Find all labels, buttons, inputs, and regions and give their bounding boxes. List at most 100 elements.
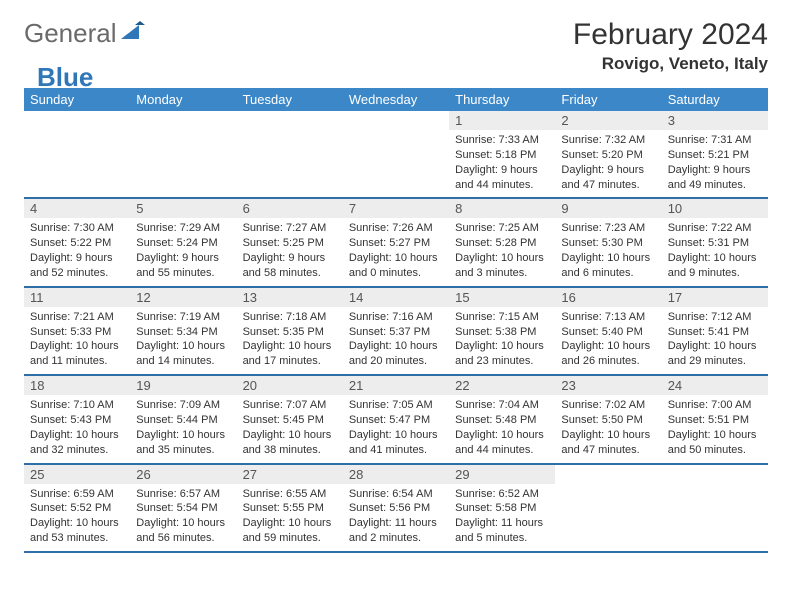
day-details: Sunrise: 7:21 AMSunset: 5:33 PMDaylight:… [24,307,130,374]
daylight-text: and 59 minutes. [243,531,337,546]
day-details: Sunrise: 6:52 AMSunset: 5:58 PMDaylight:… [449,484,555,551]
sunset-text: Sunset: 5:55 PM [243,501,337,516]
sunrise-text: Sunrise: 7:27 AM [243,221,337,236]
day-number: 8 [449,199,555,218]
day-cell: 3Sunrise: 7:31 AMSunset: 5:21 PMDaylight… [662,111,768,197]
day-details: Sunrise: 7:00 AMSunset: 5:51 PMDaylight:… [662,395,768,462]
day-cell [662,465,768,551]
day-cell: 18Sunrise: 7:10 AMSunset: 5:43 PMDayligh… [24,376,130,462]
sunrise-text: Sunrise: 6:55 AM [243,487,337,502]
sunset-text: Sunset: 5:51 PM [668,413,762,428]
day-number [343,111,449,130]
daylight-text: Daylight: 10 hours [30,428,124,443]
daylight-text: Daylight: 10 hours [243,516,337,531]
calendar: SundayMondayTuesdayWednesdayThursdayFrid… [24,88,768,553]
sunrise-text: Sunrise: 7:07 AM [243,398,337,413]
day-cell: 16Sunrise: 7:13 AMSunset: 5:40 PMDayligh… [555,288,661,374]
day-details: Sunrise: 6:54 AMSunset: 5:56 PMDaylight:… [343,484,449,551]
day-number: 5 [130,199,236,218]
daylight-text: Daylight: 10 hours [30,339,124,354]
day-details: Sunrise: 6:55 AMSunset: 5:55 PMDaylight:… [237,484,343,551]
sunset-text: Sunset: 5:48 PM [455,413,549,428]
daylight-text: and 53 minutes. [30,531,124,546]
day-number: 28 [343,465,449,484]
week-row: 18Sunrise: 7:10 AMSunset: 5:43 PMDayligh… [24,376,768,464]
day-number: 17 [662,288,768,307]
sunrise-text: Sunrise: 7:21 AM [30,310,124,325]
day-cell: 1Sunrise: 7:33 AMSunset: 5:18 PMDaylight… [449,111,555,197]
day-number [237,111,343,130]
sunrise-text: Sunrise: 7:26 AM [349,221,443,236]
daylight-text: and 3 minutes. [455,266,549,281]
day-number [555,465,661,484]
sunrise-text: Sunrise: 7:00 AM [668,398,762,413]
sunset-text: Sunset: 5:45 PM [243,413,337,428]
sunrise-text: Sunrise: 7:10 AM [30,398,124,413]
daylight-text: and 52 minutes. [30,266,124,281]
daylight-text: Daylight: 11 hours [455,516,549,531]
week-row: 4Sunrise: 7:30 AMSunset: 5:22 PMDaylight… [24,199,768,287]
daylight-text: Daylight: 9 hours [668,163,762,178]
day-details: Sunrise: 7:09 AMSunset: 5:44 PMDaylight:… [130,395,236,462]
sunset-text: Sunset: 5:47 PM [349,413,443,428]
day-details: Sunrise: 7:19 AMSunset: 5:34 PMDaylight:… [130,307,236,374]
sunrise-text: Sunrise: 7:32 AM [561,133,655,148]
day-number: 25 [24,465,130,484]
daylight-text: Daylight: 9 hours [561,163,655,178]
sunrise-text: Sunrise: 7:31 AM [668,133,762,148]
sunset-text: Sunset: 5:56 PM [349,501,443,516]
day-number: 18 [24,376,130,395]
sunset-text: Sunset: 5:31 PM [668,236,762,251]
daylight-text: and 56 minutes. [136,531,230,546]
sunrise-text: Sunrise: 7:19 AM [136,310,230,325]
day-details: Sunrise: 6:57 AMSunset: 5:54 PMDaylight:… [130,484,236,551]
day-cell [555,465,661,551]
sunrise-text: Sunrise: 7:09 AM [136,398,230,413]
sunrise-text: Sunrise: 6:59 AM [30,487,124,502]
daylight-text: and 58 minutes. [243,266,337,281]
sunset-text: Sunset: 5:38 PM [455,325,549,340]
day-details: Sunrise: 7:02 AMSunset: 5:50 PMDaylight:… [555,395,661,462]
day-cell: 2Sunrise: 7:32 AMSunset: 5:20 PMDaylight… [555,111,661,197]
daylight-text: and 47 minutes. [561,443,655,458]
day-details: Sunrise: 6:59 AMSunset: 5:52 PMDaylight:… [24,484,130,551]
daylight-text: Daylight: 10 hours [243,428,337,443]
day-cell: 6Sunrise: 7:27 AMSunset: 5:25 PMDaylight… [237,199,343,285]
day-number [130,111,236,130]
day-cell: 23Sunrise: 7:02 AMSunset: 5:50 PMDayligh… [555,376,661,462]
sunrise-text: Sunrise: 7:23 AM [561,221,655,236]
day-cell: 27Sunrise: 6:55 AMSunset: 5:55 PMDayligh… [237,465,343,551]
daylight-text: and 32 minutes. [30,443,124,458]
daylight-text: Daylight: 9 hours [455,163,549,178]
weekday-header: SundayMondayTuesdayWednesdayThursdayFrid… [24,88,768,111]
sunrise-text: Sunrise: 7:04 AM [455,398,549,413]
day-number: 23 [555,376,661,395]
daylight-text: and 50 minutes. [668,443,762,458]
sunset-text: Sunset: 5:54 PM [136,501,230,516]
day-number: 14 [343,288,449,307]
sunrise-text: Sunrise: 7:22 AM [668,221,762,236]
daylight-text: Daylight: 10 hours [455,428,549,443]
title-block: February 2024 Rovigo, Veneto, Italy [573,18,768,74]
day-number: 3 [662,111,768,130]
sunrise-text: Sunrise: 7:12 AM [668,310,762,325]
sunrise-text: Sunrise: 6:57 AM [136,487,230,502]
sunrise-text: Sunrise: 7:15 AM [455,310,549,325]
sunrise-text: Sunrise: 7:25 AM [455,221,549,236]
day-number: 21 [343,376,449,395]
day-number: 16 [555,288,661,307]
daylight-text: Daylight: 10 hours [561,251,655,266]
day-number: 2 [555,111,661,130]
daylight-text: and 0 minutes. [349,266,443,281]
day-cell: 8Sunrise: 7:25 AMSunset: 5:28 PMDaylight… [449,199,555,285]
sunrise-text: Sunrise: 7:16 AM [349,310,443,325]
sunrise-text: Sunrise: 7:33 AM [455,133,549,148]
daylight-text: and 2 minutes. [349,531,443,546]
daylight-text: and 6 minutes. [561,266,655,281]
sunset-text: Sunset: 5:52 PM [30,501,124,516]
daylight-text: Daylight: 10 hours [30,516,124,531]
sunset-text: Sunset: 5:22 PM [30,236,124,251]
page-header: General February 2024 Rovigo, Veneto, It… [24,18,768,74]
sunrise-text: Sunrise: 7:29 AM [136,221,230,236]
day-number: 13 [237,288,343,307]
